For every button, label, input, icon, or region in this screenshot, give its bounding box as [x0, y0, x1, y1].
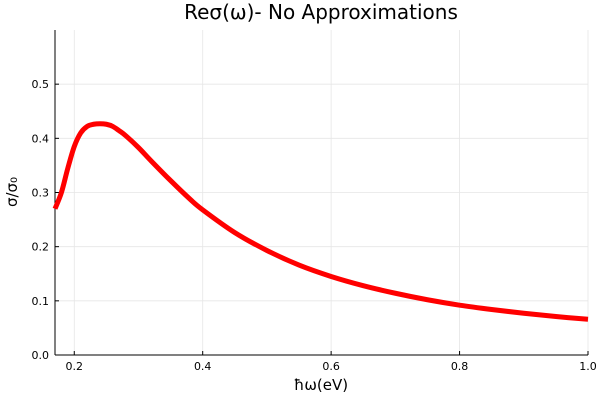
y-tick-label: 0.4 [32, 132, 50, 145]
series-line [52, 121, 589, 322]
y-tick-label: 0.0 [32, 349, 50, 362]
y-tick-label: 0.2 [32, 241, 50, 254]
x-axis-label: ħω(eV) [294, 376, 348, 394]
x-tick-label: 1.0 [579, 360, 597, 373]
chart-title: Reσ(ω)- No Approximations [184, 0, 458, 24]
x-tick-label: 0.4 [194, 360, 212, 373]
y-tick-label: 0.5 [32, 78, 50, 91]
y-ticks: 0.0 0.1 0.2 0.3 0.4 0.5 [32, 78, 59, 362]
x-tick-label: 0.2 [66, 360, 84, 373]
y-tick-label: 0.3 [32, 187, 50, 200]
y-axis-label: σ/σ₀ [3, 177, 21, 207]
x-ticks: 0.2 0.4 0.6 0.8 1.0 [66, 351, 597, 373]
x-tick-label: 0.8 [451, 360, 469, 373]
grid-lines [55, 30, 589, 356]
y-tick-label: 0.1 [32, 295, 50, 308]
series-layer [52, 121, 589, 322]
x-tick-label: 0.6 [322, 360, 340, 373]
